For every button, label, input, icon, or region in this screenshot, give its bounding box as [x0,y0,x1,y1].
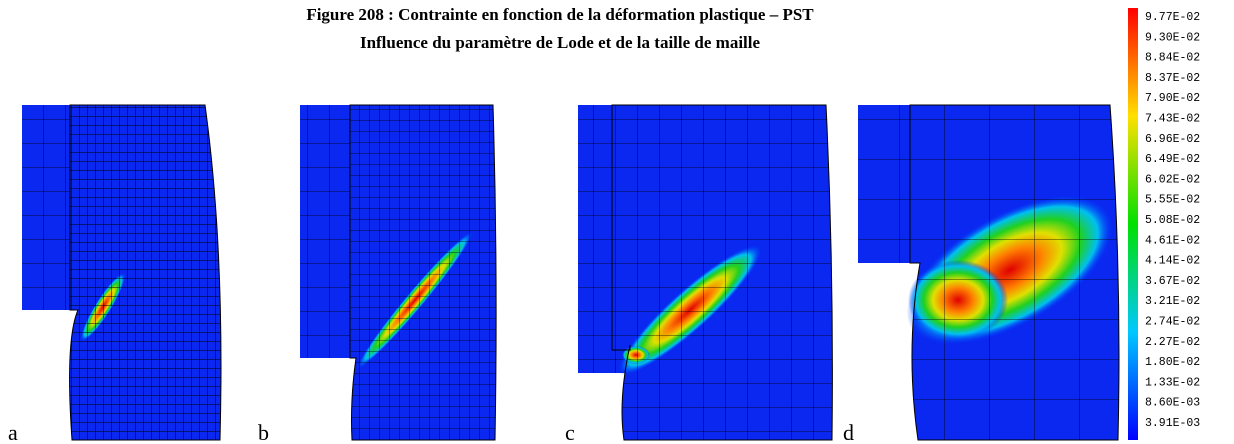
colorbar-label: 7.43E-02 [1145,113,1200,126]
colorbar-label: 8.37E-02 [1145,72,1200,85]
colorbar-label: 4.61E-02 [1145,234,1200,247]
colorbar-label: 1.80E-02 [1145,356,1200,369]
colorbar-label: 9.77E-02 [1145,11,1200,24]
colorbar-label: 3.91E-03 [1145,417,1200,430]
panel-label: d [843,420,854,444]
colorbar-label: 3.67E-02 [1145,275,1200,288]
colorbar-label: 5.08E-02 [1145,214,1200,227]
colorbar-label: 4.14E-02 [1145,255,1200,268]
colorbar-label: 7.90E-02 [1145,92,1200,105]
colorbar-label: 8.60E-03 [1145,397,1200,410]
panel-c [578,104,833,441]
colorbar-label: 8.84E-02 [1145,52,1200,65]
colorbar-label: 6.02E-02 [1145,173,1200,186]
colorbar-label: 2.74E-02 [1145,316,1200,329]
panel-a [22,104,222,441]
colorbar-label: 6.49E-02 [1145,153,1200,166]
colorbar-label: 1.33E-02 [1145,376,1200,389]
colorbar-label: 2.27E-02 [1145,336,1200,349]
title-line: Figure 208 : Contrainte en fonction de l… [306,5,814,24]
panel-b [300,104,497,441]
colorbar-label: 3.21E-02 [1145,295,1200,308]
panel-label: b [258,420,269,444]
colorbar-label: 9.30E-02 [1145,31,1200,44]
colorbar [1128,8,1138,440]
title-line: Influence du paramètre de Lode et de la … [360,33,761,52]
panel-d [858,104,1120,441]
panel-label: c [565,420,575,444]
colorbar-label: 6.96E-02 [1145,133,1200,146]
panel-label: a [8,420,18,444]
colorbar-label: 5.55E-02 [1145,194,1200,207]
